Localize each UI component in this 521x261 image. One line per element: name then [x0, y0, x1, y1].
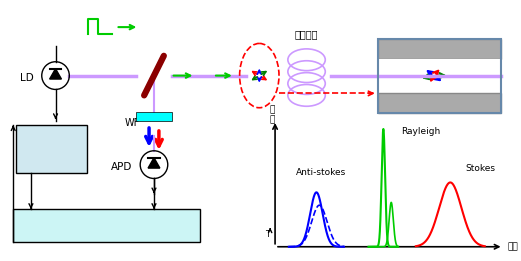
- Text: APD: APD: [111, 162, 132, 172]
- Text: 信号采集处理及显示: 信号采集处理及显示: [79, 221, 135, 230]
- Text: T: T: [265, 230, 270, 239]
- Text: LD: LD: [20, 73, 34, 82]
- Polygon shape: [148, 158, 160, 168]
- Text: 光: 光: [269, 105, 275, 114]
- Text: 驱动电路: 驱动电路: [40, 144, 64, 154]
- Bar: [378, 93, 502, 113]
- Text: Rayleigh: Rayleigh: [401, 127, 440, 137]
- Bar: [16, 125, 87, 173]
- Text: 波长: 波长: [507, 242, 518, 251]
- Text: WF: WF: [125, 118, 140, 128]
- Text: 传感光纤: 传感光纤: [295, 29, 318, 39]
- Bar: [378, 39, 502, 113]
- Polygon shape: [49, 69, 61, 79]
- Text: Anti-stokes: Anti-stokes: [296, 169, 346, 177]
- Bar: [378, 59, 502, 93]
- Text: 强: 强: [269, 115, 275, 124]
- Text: Stokes: Stokes: [465, 164, 495, 173]
- Bar: [378, 39, 502, 59]
- Bar: [13, 209, 200, 242]
- Bar: [137, 112, 172, 121]
